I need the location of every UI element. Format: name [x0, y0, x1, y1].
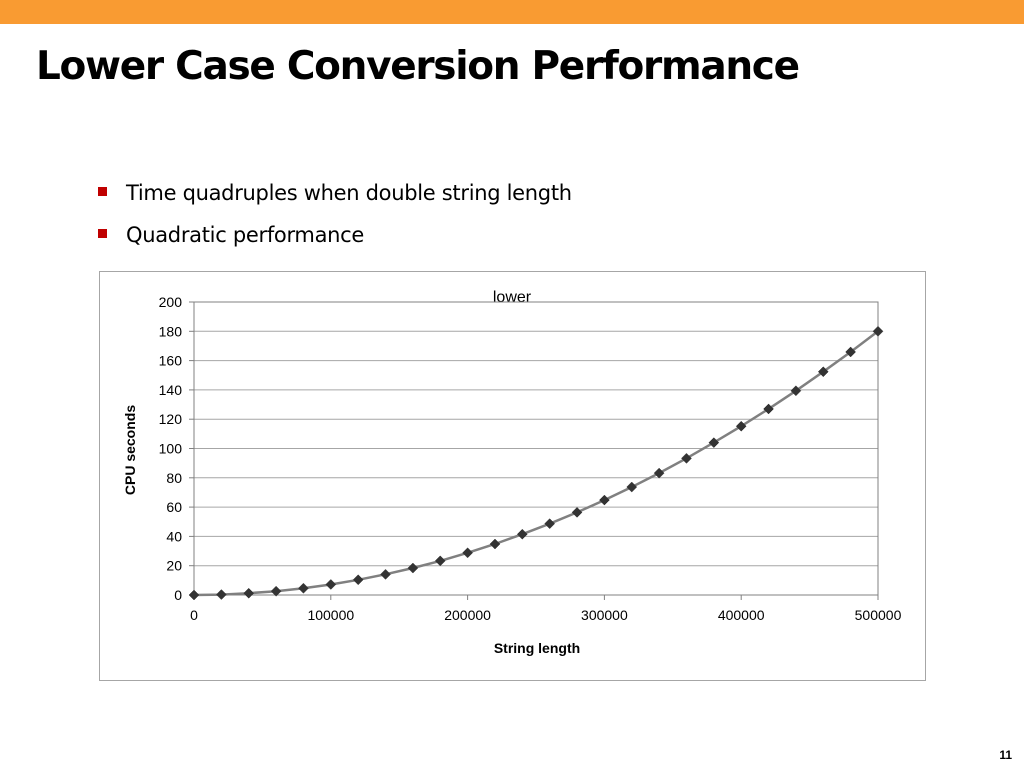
- data-point-marker: [735, 420, 747, 432]
- y-tick-label: 200: [159, 294, 183, 310]
- data-point-marker: [516, 528, 528, 540]
- gridlines: [194, 301, 878, 596]
- y-tick-label: 80: [166, 470, 182, 486]
- data-point-marker: [380, 568, 391, 580]
- y-tick-label: 140: [159, 382, 183, 398]
- data-point-marker: [653, 467, 665, 479]
- y-axis-label: CPU seconds: [122, 405, 138, 495]
- chart-frame: lower 0 20 40 60 80 100 120 140 160 180 200 0 10000…: [99, 271, 926, 681]
- bullet-item: Time quadruples when double string lengt…: [96, 176, 572, 218]
- data-point-marker: [243, 587, 255, 599]
- data-point-marker: [352, 574, 364, 586]
- y-tick-label: 40: [166, 528, 182, 544]
- square-bullet-icon: [98, 187, 107, 196]
- x-tick-label: 100000: [307, 607, 354, 623]
- data-point-marker: [270, 585, 282, 597]
- data-point-marker: [599, 494, 610, 506]
- page-number: 11: [999, 748, 1012, 762]
- data-point-marker: [790, 385, 802, 397]
- data-markers: [188, 325, 884, 601]
- plot-area: [193, 301, 879, 596]
- y-tick-label: 0: [174, 587, 182, 603]
- x-tick-label: 400000: [718, 607, 765, 623]
- data-point-marker: [845, 346, 856, 358]
- slide-title: Lower Case Conversion Performance: [36, 44, 800, 89]
- y-tick-label: 180: [159, 323, 183, 339]
- data-point-marker: [489, 538, 501, 550]
- data-point-marker: [681, 452, 692, 464]
- y-tick-label: 120: [159, 411, 183, 427]
- y-tick-label: 60: [166, 499, 182, 515]
- x-axis-ticks: 0 100000 200000 300000 400000 500000: [190, 595, 902, 623]
- x-tick-label: 500000: [855, 607, 902, 623]
- square-bullet-icon: [98, 229, 107, 238]
- line-chart: lower 0 20 40 60 80 100 120 140 160 180 200 0 10000…: [122, 289, 902, 656]
- data-point-marker: [626, 481, 638, 493]
- data-point-marker: [216, 589, 227, 600]
- y-axis-ticks: 0 20 40 60 80 100 120 140 160 180 200: [159, 294, 194, 603]
- bullet-text: Time quadruples when double string lengt…: [126, 181, 572, 205]
- x-tick-label: 200000: [444, 607, 491, 623]
- data-point-marker: [407, 562, 419, 574]
- data-point-marker: [763, 403, 774, 415]
- series-line: [193, 330, 879, 597]
- data-point-marker: [544, 518, 556, 530]
- y-tick-label: 20: [166, 558, 182, 574]
- data-point-marker: [434, 555, 446, 567]
- y-tick-label: 100: [159, 441, 183, 457]
- data-point-marker: [298, 582, 309, 594]
- bullet-text: Quadratic performance: [126, 223, 365, 247]
- x-tick-label: 0: [190, 607, 198, 623]
- x-axis-label: String length: [494, 640, 580, 656]
- data-point-marker: [571, 507, 583, 518]
- data-point-marker: [817, 366, 829, 378]
- data-point-marker: [188, 589, 200, 601]
- data-point-marker: [872, 325, 884, 337]
- top-accent-bar: [0, 0, 1024, 24]
- bullet-list: Time quadruples when double string lengt…: [96, 176, 572, 260]
- y-tick-label: 160: [159, 353, 183, 369]
- data-point-marker: [462, 547, 473, 559]
- x-tick-label: 300000: [581, 607, 628, 623]
- bullet-item: Quadratic performance: [96, 218, 572, 260]
- data-point-marker: [708, 437, 720, 448]
- data-point-marker: [325, 579, 337, 590]
- chart-title: lower: [493, 289, 532, 306]
